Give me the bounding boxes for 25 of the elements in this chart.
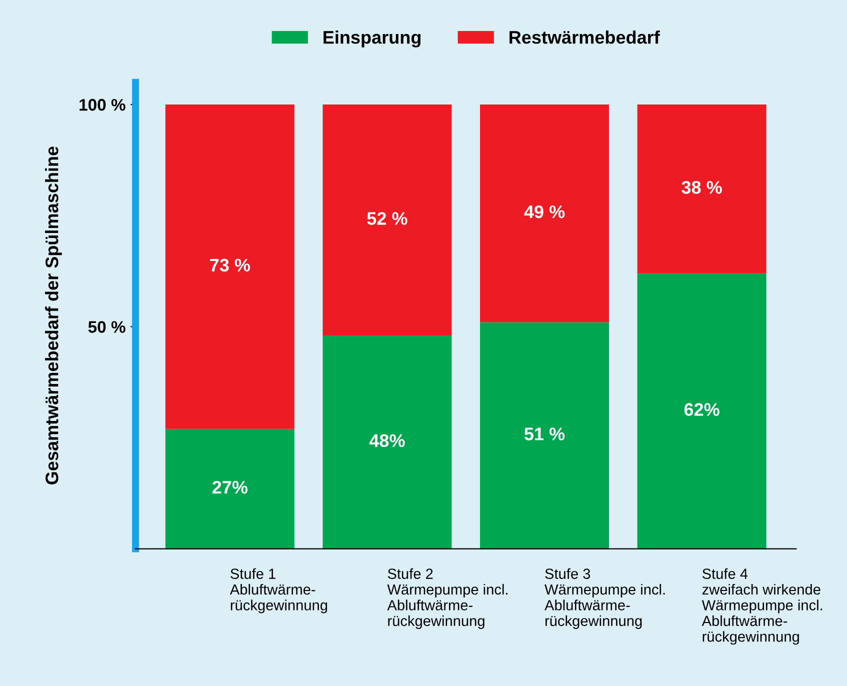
data-label: 49 % (524, 205, 565, 218)
x-tick-label: Stufe 3 Wärmepumpe incl. Abluftwärme- rückgewinnung (544, 568, 665, 629)
bar (165, 104, 294, 429)
bar (322, 104, 452, 336)
data-label: 73 % (210, 258, 250, 272)
bar (637, 104, 766, 274)
x-tick-label: Stufe 4 zweifach wirkende Wärmepumpe incl. Abluftwärme- rückgewinnung (702, 568, 822, 645)
legend-label: Einsparung (324, 30, 420, 48)
data-label: 48% (369, 434, 405, 448)
legend-label: Restwärmebedarf (510, 30, 660, 44)
data-label: 52 % (367, 212, 408, 225)
bar (480, 322, 609, 549)
y-axis-title: Gesamtwärmebedarf der Spülmaschine (45, 146, 62, 484)
data-label: 27% (212, 480, 248, 494)
x-tick-label: Stufe 2 Wärmepumpe incl. Abluftwärme- rückgewinnung (387, 568, 508, 629)
y-tick-label: 50 % (88, 321, 126, 333)
data-label: 62% (684, 403, 720, 416)
data-label: 51 % (524, 428, 565, 440)
data-label: 38 % (682, 181, 722, 194)
bar (637, 273, 766, 549)
bar (165, 428, 294, 549)
x-tick-label: Stufe 1 Abluftwärme- rückgewinnung (230, 568, 328, 614)
bar (322, 336, 452, 549)
bar (480, 104, 609, 322)
y-tick-label: 100 % (80, 98, 126, 111)
